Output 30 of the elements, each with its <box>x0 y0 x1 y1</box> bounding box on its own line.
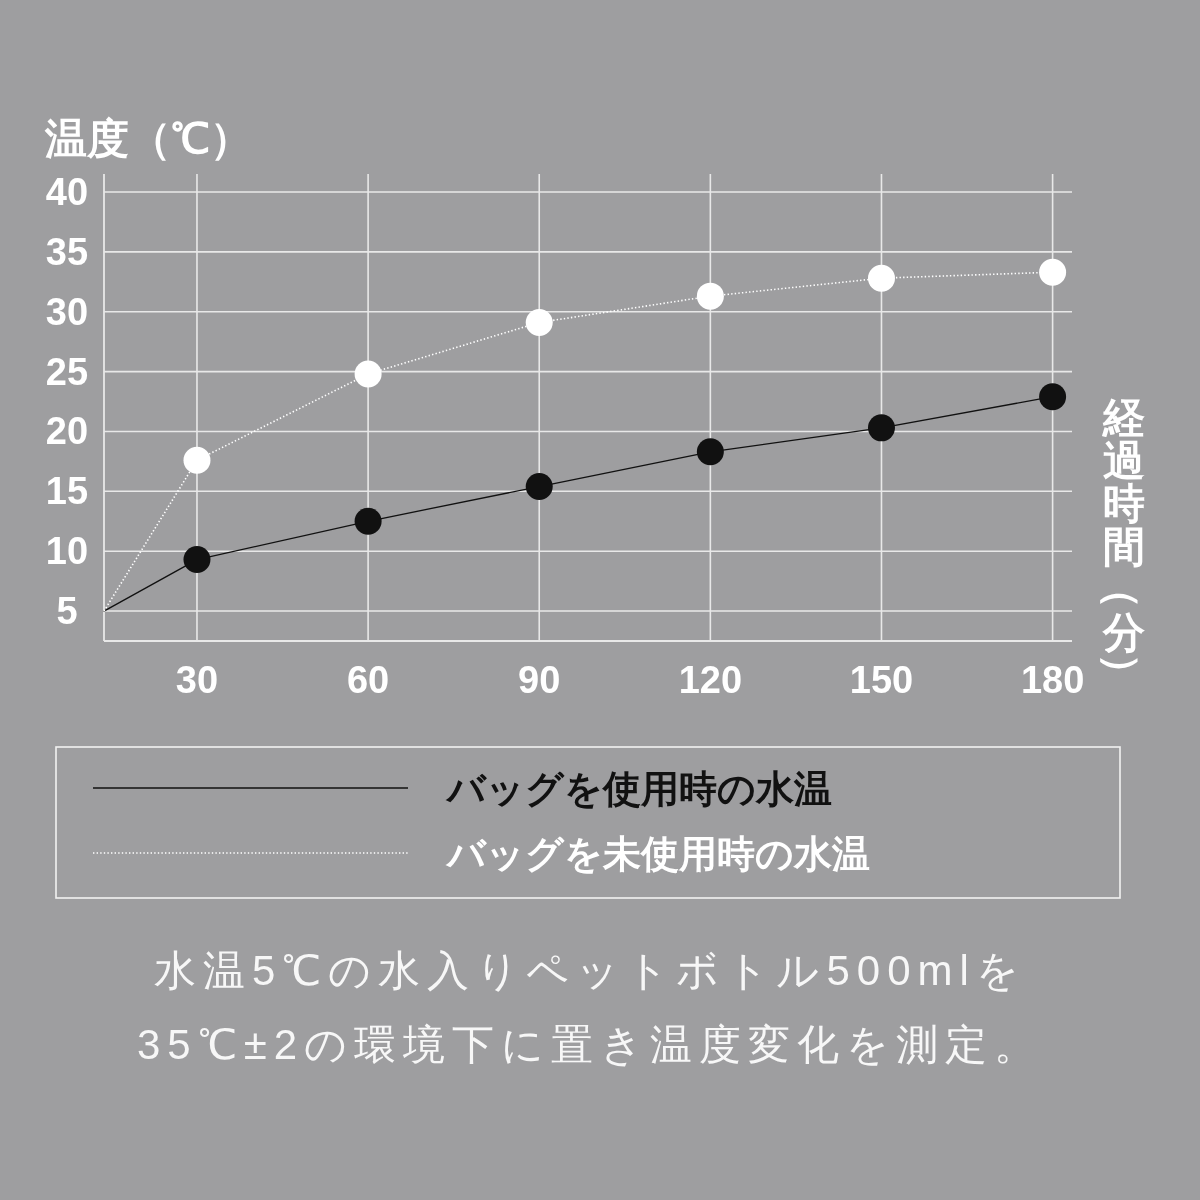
y-tick-label: 20 <box>45 410 89 453</box>
x-tick-label: 60 <box>346 659 390 701</box>
x-tick-label: 30 <box>175 659 219 701</box>
x-tick-label: 150 <box>849 659 914 701</box>
y-tick-label: 35 <box>45 230 89 273</box>
x-tick-label: 180 <box>1020 659 1085 701</box>
y-tick-label: 40 <box>45 170 89 213</box>
y-tick-label: 30 <box>45 290 89 333</box>
point <box>1039 258 1067 286</box>
x-tick-label: 120 <box>678 659 743 701</box>
point <box>696 438 724 466</box>
point <box>525 473 553 501</box>
point <box>696 282 724 310</box>
point <box>867 264 895 292</box>
point <box>183 446 211 474</box>
y-tick-label: 25 <box>45 350 89 393</box>
point <box>525 308 553 336</box>
point <box>183 546 211 574</box>
x-axis-title: 経過時間（分） <box>1099 394 1147 696</box>
y-axis-title: 温度（℃） <box>44 115 252 162</box>
point <box>354 360 382 388</box>
y-tick-label: 10 <box>45 530 89 573</box>
legend: バッグを使用時の水温 バッグを未使用時の水温 <box>55 746 1121 899</box>
point <box>1039 383 1067 411</box>
point <box>354 507 382 535</box>
text: 水温5℃の水入りペットボトル500mlを 35℃±2の環境下に置き温度変化を測定。 <box>136 947 1044 1068</box>
x-tick-label: 90 <box>518 659 561 701</box>
y-tick-label: 5 <box>56 590 78 633</box>
point <box>867 414 895 442</box>
y-tick-label: 15 <box>45 470 89 513</box>
